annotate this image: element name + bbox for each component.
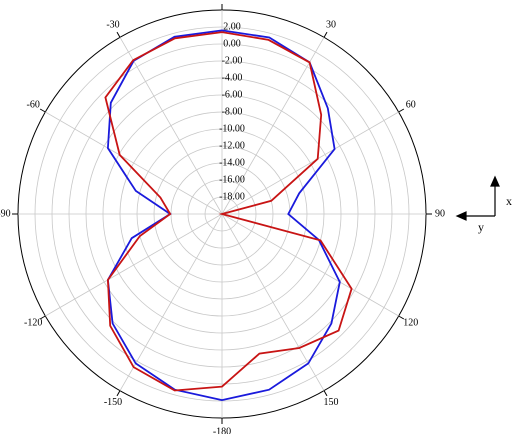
theta-tick-label: -150 <box>104 397 122 408</box>
theta-tick <box>398 108 405 113</box>
theta-tick-label: -120 <box>24 317 42 328</box>
series-line <box>104 31 353 392</box>
theta-tick-label: -90 <box>0 208 11 219</box>
indicator-arrowhead <box>455 211 467 221</box>
theta-tick-label: -60 <box>27 99 40 110</box>
theta-tick <box>39 315 46 320</box>
theta-tick <box>116 31 121 38</box>
annotation: y <box>478 220 484 234</box>
annotation: x <box>506 194 512 208</box>
theta-tick-label: 30 <box>326 20 336 31</box>
grid-spoke <box>221 111 399 215</box>
grid-spoke <box>221 213 325 391</box>
r-tick-label: -8.00 <box>222 106 243 117</box>
r-tick-label: -10.00 <box>219 123 245 134</box>
theta-tick-label: -30 <box>106 20 119 31</box>
r-tick-label: -2.00 <box>222 55 243 66</box>
theta-tick-label: 90 <box>435 208 445 219</box>
r-tick-label: -14.00 <box>219 157 245 168</box>
grid-spoke <box>221 37 325 215</box>
grid-spoke <box>221 213 399 317</box>
theta-tick-label: 120 <box>403 317 418 328</box>
theta-tick <box>323 31 328 38</box>
r-tick-label: -12.00 <box>219 140 245 151</box>
theta-tick-label: -180 <box>213 426 231 434</box>
r-tick-label: -4.00 <box>222 72 243 83</box>
grid-spoke <box>45 111 223 215</box>
theta-tick-label: 0 <box>220 0 225 1</box>
r-tick-label: -6.00 <box>222 89 243 100</box>
r-tick-label: 0.00 <box>223 38 241 49</box>
grid-spoke <box>45 213 223 317</box>
theta-tick <box>398 315 405 320</box>
r-tick-label: -16.00 <box>219 174 245 185</box>
theta-tick-label: 150 <box>324 397 339 408</box>
theta-tick <box>39 108 46 113</box>
theta-tick-label: 60 <box>406 99 416 110</box>
indicator-arrowhead <box>490 175 500 187</box>
r-tick-label: 2.00 <box>223 21 241 32</box>
r-tick-label: -18.00 <box>219 191 245 202</box>
theta-tick <box>323 390 328 397</box>
grid-spoke <box>119 37 223 215</box>
theta-tick <box>116 390 121 397</box>
axis-indicator <box>455 175 500 221</box>
grid-spoke <box>119 213 223 391</box>
